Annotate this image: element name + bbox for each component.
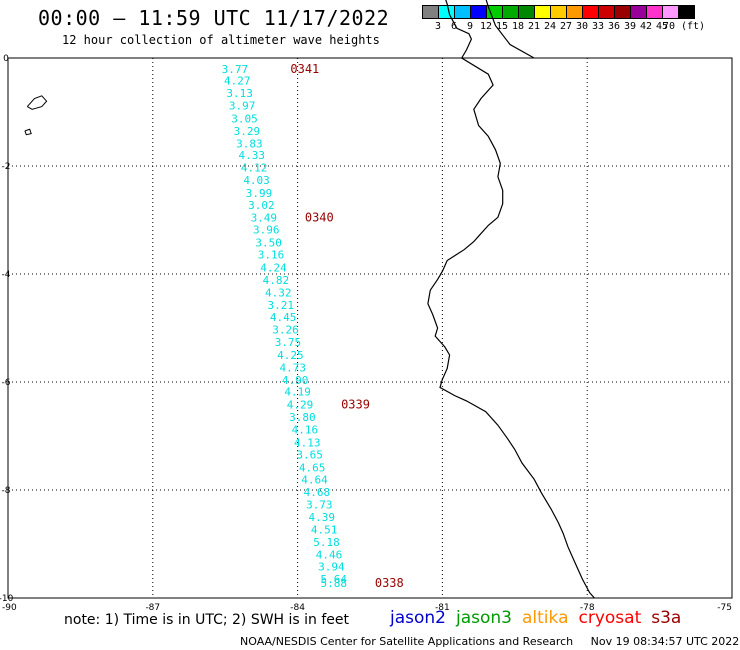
y-tick-label: -6 — [2, 378, 11, 388]
swh-value-label: 3.83 — [236, 137, 263, 150]
x-tick-label: -84 — [290, 603, 305, 613]
y-tick-label: -8 — [2, 486, 11, 496]
coastline — [427, 0, 595, 599]
swh-value-label: 3.97 — [229, 100, 256, 113]
swh-value-label: 4.39 — [308, 511, 335, 524]
swh-value-label: 4.65 — [299, 461, 326, 474]
colorbar-label: 15 — [495, 21, 509, 32]
swh-value-label: 4.33 — [238, 149, 265, 162]
swh-value-label: 4.45 — [270, 311, 297, 324]
swh-value-label: 3.21 — [267, 299, 294, 312]
colorbar-label: 39 — [623, 21, 637, 32]
colorbar-label: 21 — [527, 21, 541, 32]
colorbar-label: 70 (ft) — [662, 21, 706, 32]
pass-time-label: 0339 — [341, 398, 370, 412]
swh-value-label: 3.75 — [275, 336, 302, 349]
y-tick-label: -10 — [0, 594, 14, 604]
swh-value-label: 4.13 — [294, 436, 321, 449]
colorbar-label: 24 — [543, 21, 557, 32]
swh-value-label: 5.18 — [313, 536, 340, 549]
x-tick-label: -90 — [2, 603, 17, 613]
colorbar-labels: 3 6 9 12 15 18 21 24 27 30 33 36 39 42 45 70 (ft) — [422, 19, 705, 33]
swh-value-label: 3.50 — [255, 237, 282, 250]
swh-value-label: 4.64 — [301, 474, 328, 487]
swh-value-label: 4.19 — [284, 386, 311, 399]
swh-value-label: 4.46 — [316, 548, 343, 561]
swh-value-label: 4.32 — [265, 286, 292, 299]
mission-legend: jason2 jason3 altika cryosat s3a — [390, 608, 691, 628]
swh-value-label: 3.26 — [272, 324, 299, 337]
y-tick-label: 0 — [3, 54, 9, 64]
swh-value-label: 4.90 — [282, 374, 309, 387]
footer-note: note: 1) Time is in UTC; 2) SWH is in fe… — [64, 612, 350, 628]
swh-value-label: 4.73 — [280, 361, 307, 374]
mission-altika: altika — [522, 608, 569, 628]
credits-footer: NOAA/NESDIS Center for Satellite Applica… — [240, 635, 739, 648]
swh-value-label: 4.82 — [263, 274, 290, 287]
swh-value-label: 3.65 — [296, 448, 323, 461]
x-tick-label: -81 — [435, 603, 450, 613]
pass-time-label: 0341 — [290, 62, 319, 76]
colorbar-label: 18 — [511, 21, 525, 32]
swh-value-label: 3.02 — [248, 199, 275, 212]
swh-value-label: 3.29 — [234, 125, 261, 138]
galapagos-island — [24, 128, 32, 136]
colorbar-swatch — [678, 5, 695, 19]
swh-value-label: 3.13 — [226, 87, 253, 100]
swh-value-label: 4.12 — [241, 162, 268, 175]
swh-value-label: 4.16 — [292, 424, 319, 437]
colorbar-swatches — [422, 5, 695, 19]
colorbar-label: 12 — [479, 21, 493, 32]
colorbar-label: 45 — [655, 21, 669, 32]
colorbar-label: 27 — [559, 21, 573, 32]
y-tick-label: -2 — [2, 162, 11, 172]
swh-value-label: 5.88 — [321, 577, 348, 590]
swh-value-label: 3.80 — [289, 411, 316, 424]
swh-value-label: 3.94 — [318, 561, 345, 574]
pass-time-label: 0340 — [305, 210, 334, 224]
swh-value-label: 4.51 — [311, 523, 338, 536]
colorbar-label: 42 — [639, 21, 653, 32]
credits-org: NOAA/NESDIS Center for Satellite Applica… — [240, 635, 574, 648]
mission-jason2: jason2 — [390, 608, 446, 628]
swh-value-label: 3.16 — [258, 249, 285, 262]
mission-jason3: jason3 — [456, 608, 512, 628]
mission-cryosat: cryosat — [578, 608, 642, 628]
swh-value-label: 4.27 — [224, 75, 251, 88]
swh-value-label: 4.24 — [260, 262, 287, 275]
swh-value-label: 3.05 — [231, 112, 258, 125]
colorbar-label: 3 — [434, 21, 442, 32]
swh-value-label: 4.03 — [243, 174, 270, 187]
swh-value-label: 3.49 — [251, 211, 278, 224]
swh-value-label: 4.29 — [287, 399, 314, 412]
colorbar-label: 9 — [466, 21, 474, 32]
swh-value-label: 5.64 — [321, 573, 348, 586]
swh-value-label: 4.68 — [304, 486, 331, 499]
plot-frame — [7, 57, 733, 599]
chart-title: 00:00 – 11:59 UTC 11/17/2022 — [38, 6, 390, 30]
y-tick-label: -4 — [2, 270, 11, 280]
x-tick-label: -78 — [580, 603, 595, 613]
swh-value-label: 3.73 — [306, 499, 333, 512]
credits-timestamp: Nov 19 08:34:57 UTC 2022 — [590, 635, 740, 648]
colorbar-legend: 3 6 9 12 15 18 21 24 27 30 33 36 39 42 45 70 (ft) — [422, 5, 705, 33]
pass-time-label: 0338 — [375, 576, 404, 590]
x-tick-label: -75 — [717, 603, 732, 613]
galapagos-island — [26, 95, 48, 110]
colorbar-label: 30 — [575, 21, 589, 32]
swh-value-label: 3.96 — [253, 224, 280, 237]
colorbar-label: 36 — [607, 21, 621, 32]
swh-value-label: 3.99 — [246, 187, 273, 200]
x-tick-label: -87 — [145, 603, 160, 613]
colorbar-label: 33 — [591, 21, 605, 32]
chart-subtitle: 12 hour collection of altimeter wave hei… — [62, 33, 380, 47]
colorbar-label: 6 — [450, 21, 458, 32]
mission-s3a: s3a — [651, 608, 682, 628]
swh-value-label: 3.77 — [222, 63, 249, 76]
swh-value-label: 4.25 — [277, 349, 304, 362]
